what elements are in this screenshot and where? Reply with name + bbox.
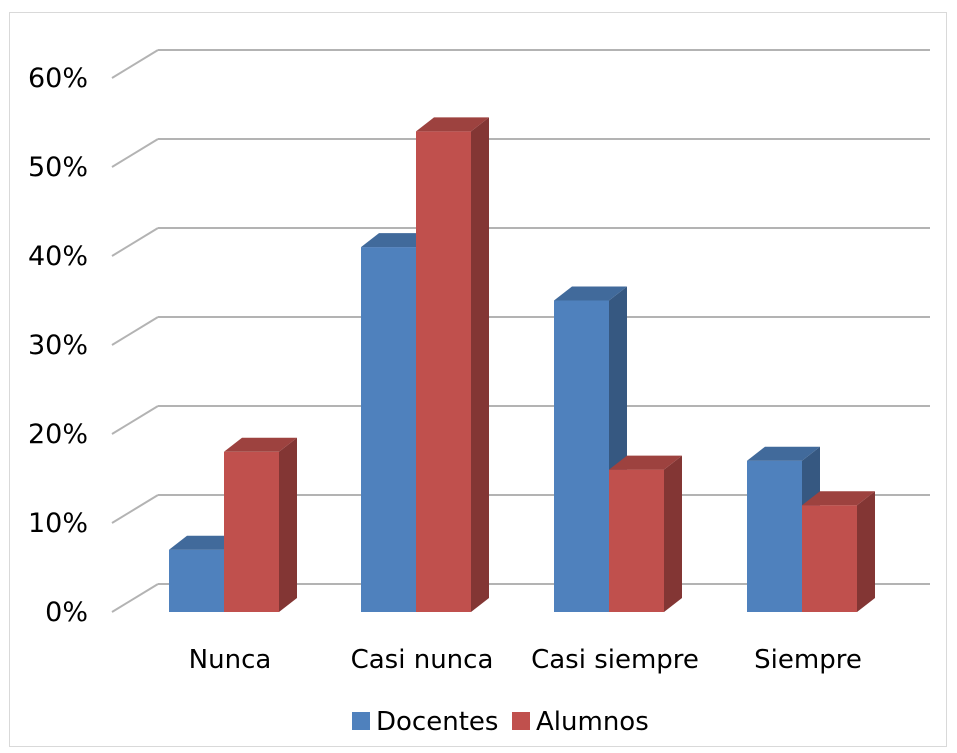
legend: Docentes Alumnos [352,707,649,737]
y-tick-label: 30% [28,330,88,361]
bar-top [169,535,242,550]
gridline-side [111,227,159,257]
gridline-side [111,316,159,346]
x-category-label: Casi siempre [531,645,699,675]
bar-side [471,117,489,613]
x-category-label: Nunca [189,645,272,675]
bar-side [664,455,682,612]
gridline-side [111,405,159,435]
x-category-label: Siempre [754,645,862,675]
bar-top [224,437,297,452]
bar-alumnos-1 [416,117,489,613]
y-axis-ticks: 0% 10% 20% 30% 40% 50% 60% [28,63,88,628]
bar-alumnos-0 [224,437,297,612]
bar-front [361,247,416,612]
bar-front [802,505,857,612]
y-tick-label: 40% [28,241,88,272]
legend-swatch [352,712,370,730]
bar-front [554,300,609,612]
bars [169,117,875,613]
bar-front [609,469,664,612]
gridline-side [111,138,159,168]
bar-alumnos-2 [609,455,682,612]
bar-top [416,117,489,132]
bar-top [802,491,875,506]
legend-label: Docentes [376,707,498,737]
y-tick-label: 10% [28,508,88,539]
bar-alumnos-3 [802,491,875,612]
bar-top [554,286,627,301]
bar-top [609,455,682,470]
legend-label: Alumnos [536,707,649,737]
bar-front [416,131,471,612]
gridline-side [111,49,159,79]
gridline-side [111,583,159,613]
bar-side [857,491,875,612]
bar-front [747,460,802,612]
bar-top [747,446,820,461]
y-tick-label: 50% [28,152,88,183]
y-tick-label: 20% [28,419,88,450]
bar-top [361,233,434,248]
y-tick-label: 60% [28,63,88,94]
x-category-label: Casi nunca [351,645,494,675]
bar-side [279,437,297,612]
legend-swatch [512,712,530,730]
bar-front [169,549,224,612]
gridline-side [111,494,159,524]
x-axis-categories: Nunca Casi nunca Casi siempre Siempre [189,645,862,675]
bar-front [224,451,279,612]
y-tick-label: 0% [45,597,88,628]
